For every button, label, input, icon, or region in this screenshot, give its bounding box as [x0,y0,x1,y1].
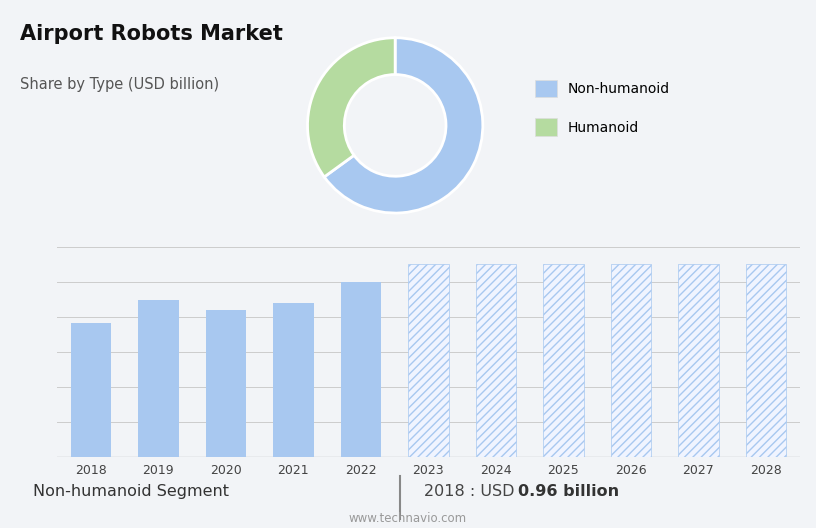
Bar [543,264,583,457]
Bar [340,282,381,457]
Bar [408,264,449,457]
Bar [678,264,719,457]
Bar [71,323,111,457]
Legend: Non-humanoid, Humanoid: Non-humanoid, Humanoid [530,74,676,142]
Bar [273,303,313,457]
Bar [610,264,651,457]
Wedge shape [324,38,483,213]
Text: www.technavio.com: www.technavio.com [349,512,467,525]
Text: 0.96 billion: 0.96 billion [518,484,619,499]
Text: Share by Type (USD billion): Share by Type (USD billion) [20,77,220,92]
Bar [138,300,179,457]
Bar [746,264,786,457]
Bar [476,264,517,457]
Wedge shape [308,38,395,177]
Bar [206,310,246,457]
Text: 2018 : USD: 2018 : USD [424,484,520,499]
Text: Non-humanoid Segment: Non-humanoid Segment [33,484,228,499]
Text: Airport Robots Market: Airport Robots Market [20,24,283,44]
